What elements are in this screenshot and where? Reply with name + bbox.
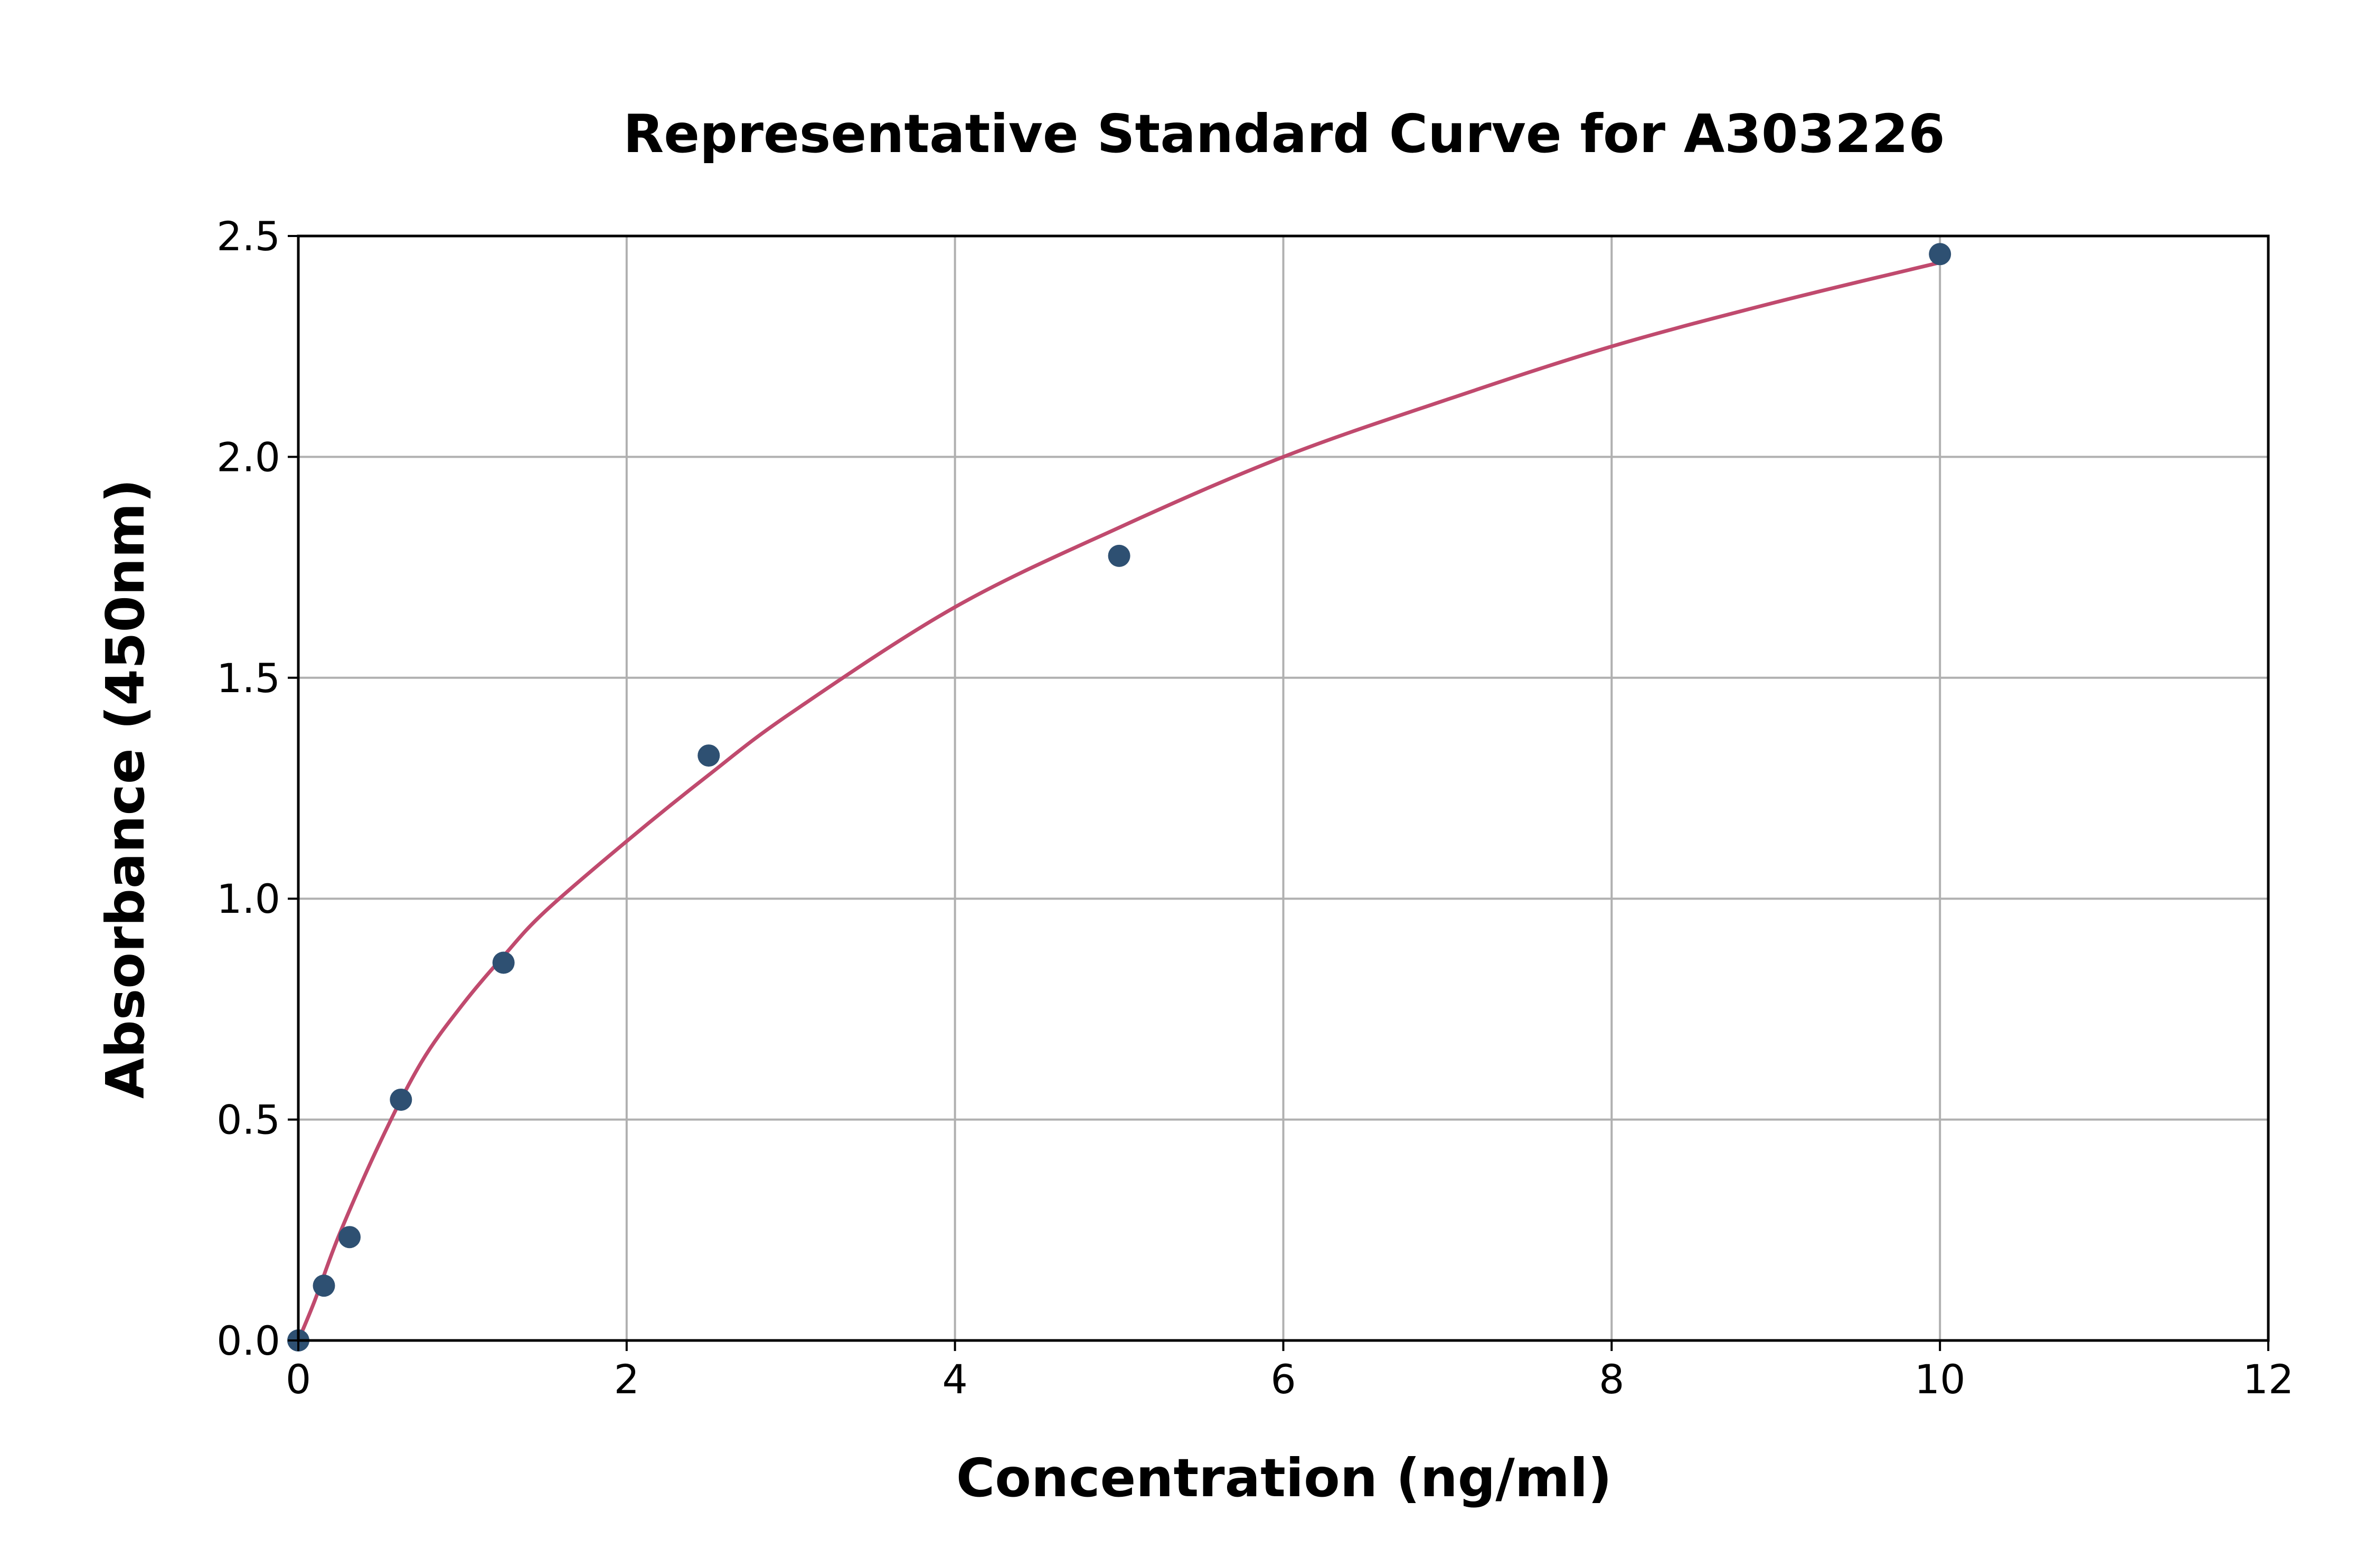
y-tick-label: 1.0 bbox=[216, 875, 280, 922]
y-tick-label: 0.0 bbox=[216, 1317, 280, 1364]
x-tick-label: 2 bbox=[614, 1356, 639, 1403]
x-tick-label: 12 bbox=[2243, 1356, 2294, 1403]
y-axis-label: Absorbance (450nm) bbox=[95, 479, 156, 1099]
x-tick-label: 6 bbox=[1270, 1356, 1296, 1403]
y-tick-label: 2.5 bbox=[216, 213, 280, 260]
data-point bbox=[313, 1274, 335, 1297]
data-point bbox=[492, 951, 515, 974]
chart-title: Representative Standard Curve for A30322… bbox=[623, 103, 1945, 165]
x-tick-label: 10 bbox=[1915, 1356, 1966, 1403]
y-tick-label: 1.5 bbox=[216, 655, 280, 702]
data-points-layer bbox=[287, 243, 1951, 1352]
y-tick-label: 2.0 bbox=[216, 433, 280, 480]
x-axis-label: Concentration (ng/ml) bbox=[956, 1447, 1612, 1509]
data-point bbox=[697, 744, 720, 767]
data-point bbox=[1929, 243, 1951, 266]
data-point bbox=[1108, 544, 1130, 567]
data-point bbox=[390, 1088, 412, 1111]
x-tick-label: 4 bbox=[942, 1356, 967, 1403]
y-tick-label: 0.5 bbox=[216, 1097, 280, 1144]
x-tick-label: 0 bbox=[286, 1356, 311, 1403]
data-point bbox=[338, 1226, 361, 1249]
ticks: 0 2 4 6 8 10 12 0.0 0.5 1.0 1.5 2.0 2.5 bbox=[216, 213, 2294, 1403]
x-tick-label: 8 bbox=[1599, 1356, 1624, 1403]
